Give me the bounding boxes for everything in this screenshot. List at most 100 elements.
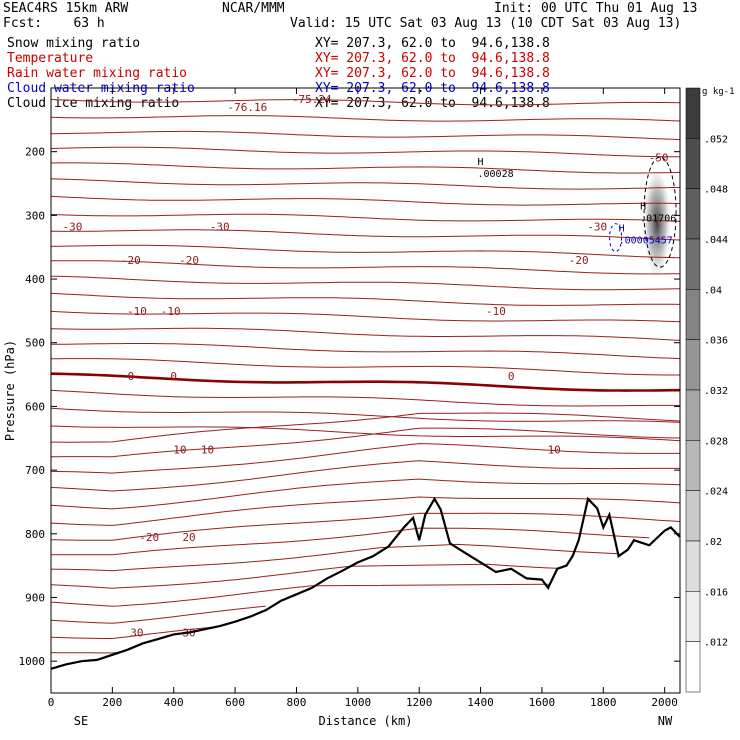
terrain-line xyxy=(50,496,681,670)
snow-shading xyxy=(642,173,671,284)
field-temperature: Temperature xyxy=(7,51,94,66)
valid-time: Valid: 15 UTC Sat 03 Aug 13 (10 CDT Sat … xyxy=(290,16,682,31)
y-tick-label: 800 xyxy=(25,528,45,541)
field-snow: Snow mixing ratio xyxy=(7,36,141,51)
colorbar-segment xyxy=(685,641,701,693)
colorbar-tick-label: .044 xyxy=(704,235,728,246)
temperature-contour xyxy=(50,460,680,492)
colorbar-segment xyxy=(685,540,701,592)
x-tick-label: 200 xyxy=(102,696,122,709)
colorbar-tick-label: .052 xyxy=(704,134,728,145)
y-tick-label: 600 xyxy=(25,400,45,413)
contour-label: -30 xyxy=(210,221,230,234)
temperature-contour xyxy=(50,275,681,291)
temperature-contour xyxy=(50,605,266,624)
y-tick-label: 200 xyxy=(25,146,45,159)
temperature-contour xyxy=(50,478,681,510)
temperature-contour xyxy=(50,407,681,423)
temperature-contour xyxy=(50,372,680,392)
contour-label: 20 xyxy=(182,531,195,544)
center-title: NCAR/MMM xyxy=(222,1,285,16)
temperature-contour xyxy=(50,496,681,526)
max-marker-label: H xyxy=(619,224,625,235)
temperature-contour xyxy=(51,427,681,458)
temperature-contour xyxy=(50,99,681,106)
colorbar-tick-label: .04 xyxy=(704,285,722,296)
y-tick-label: 500 xyxy=(25,337,45,350)
contour-label: -20 xyxy=(139,531,159,544)
temperature-contour xyxy=(50,260,680,275)
colorbar-tick-label: .032 xyxy=(704,386,728,397)
max-marker-label: H xyxy=(477,157,483,168)
temperature-contour xyxy=(51,358,680,376)
contour-label: -10 xyxy=(127,305,147,318)
y-tick-label: 700 xyxy=(25,464,45,477)
contour-label: -10 xyxy=(161,305,181,318)
y-axis-label: Pressure (hPa) xyxy=(3,340,17,441)
x-end-left-label: SE xyxy=(74,714,88,728)
colorbar-tick-label: .016 xyxy=(704,587,728,598)
x-tick-label: 1200 xyxy=(406,696,433,709)
colorbar-segment xyxy=(685,389,701,441)
colorbar-tick-label: .036 xyxy=(704,336,728,347)
field-snow-xy: XY= 207.3, 62.0 to 94.6,138.8 xyxy=(315,36,550,51)
temperature-contour xyxy=(50,130,681,141)
temperature-contour xyxy=(50,162,681,174)
x-tick-label: 1600 xyxy=(529,696,556,709)
contour-label: 0 xyxy=(170,370,177,383)
colorbar-tick-label: .028 xyxy=(704,436,728,447)
colorbar-tick-label: .024 xyxy=(704,487,728,498)
contour-label: 10 xyxy=(173,443,186,456)
contour-label: 10 xyxy=(548,443,561,456)
colorbar-segment xyxy=(685,188,701,240)
y-tick-label: 900 xyxy=(25,591,45,604)
temperature-contour xyxy=(50,651,121,654)
temperature-contour xyxy=(50,626,213,639)
temperature-contour xyxy=(50,213,681,222)
temperature-contour xyxy=(50,244,681,259)
max-marker-label: H xyxy=(640,201,646,212)
init-time: Init: 00 UTC Thu 01 Aug 13 xyxy=(494,1,698,16)
contour-label: 10 xyxy=(201,443,214,456)
colorbar-tick-label: .048 xyxy=(704,185,728,196)
forecast-hour: Fcst: 63 h xyxy=(3,16,105,31)
x-tick-label: 1000 xyxy=(345,696,372,709)
y-tick-label: 400 xyxy=(25,273,45,286)
y-tick-label: 1000 xyxy=(19,655,46,668)
temperature-contour xyxy=(50,443,680,474)
y-tick-label: 300 xyxy=(25,209,45,222)
model-title: SEAC4RS 15km ARW xyxy=(3,1,129,16)
contour-label: -20 xyxy=(569,254,589,267)
temperature-contour xyxy=(50,583,550,607)
x-axis-label: Distance (km) xyxy=(319,714,413,728)
temperature-contour xyxy=(51,343,681,360)
x-tick-label: 2000 xyxy=(651,696,678,709)
colorbar-segment xyxy=(685,591,701,642)
contour-label: -30 xyxy=(63,221,83,234)
field-rain-xy: XY= 207.3, 62.0 to 94.6,138.8 xyxy=(315,66,550,81)
x-tick-label: 1400 xyxy=(467,696,494,709)
temperature-contour xyxy=(50,425,681,442)
contour-label: 30 xyxy=(130,627,143,640)
colorbar-tick-label: .02 xyxy=(704,537,722,548)
contour-label: -10 xyxy=(486,305,506,318)
temperature-contour xyxy=(51,229,681,241)
plot-frame xyxy=(50,87,681,694)
temperature-contour xyxy=(50,563,558,589)
colorbar-segment xyxy=(685,440,701,491)
x-tick-label: 0 xyxy=(48,696,55,709)
temperature-contour xyxy=(50,178,681,190)
temperature-contour xyxy=(51,412,681,443)
colorbar-segment xyxy=(685,490,701,542)
x-tick-label: 800 xyxy=(287,696,307,709)
temperature-contour xyxy=(50,327,681,341)
contour-label: -75.24 xyxy=(292,93,332,106)
max-marker-value: .01706 xyxy=(640,213,676,224)
contour-label: 0 xyxy=(127,370,134,383)
temperature-contour xyxy=(50,292,681,306)
colorbar-segment xyxy=(685,339,701,391)
colorbar-unit: g kg-1 xyxy=(702,87,735,97)
colorbar-segment xyxy=(685,138,701,189)
field-temperature-xy: XY= 207.3, 62.0 to 94.6,138.8 xyxy=(315,51,550,66)
